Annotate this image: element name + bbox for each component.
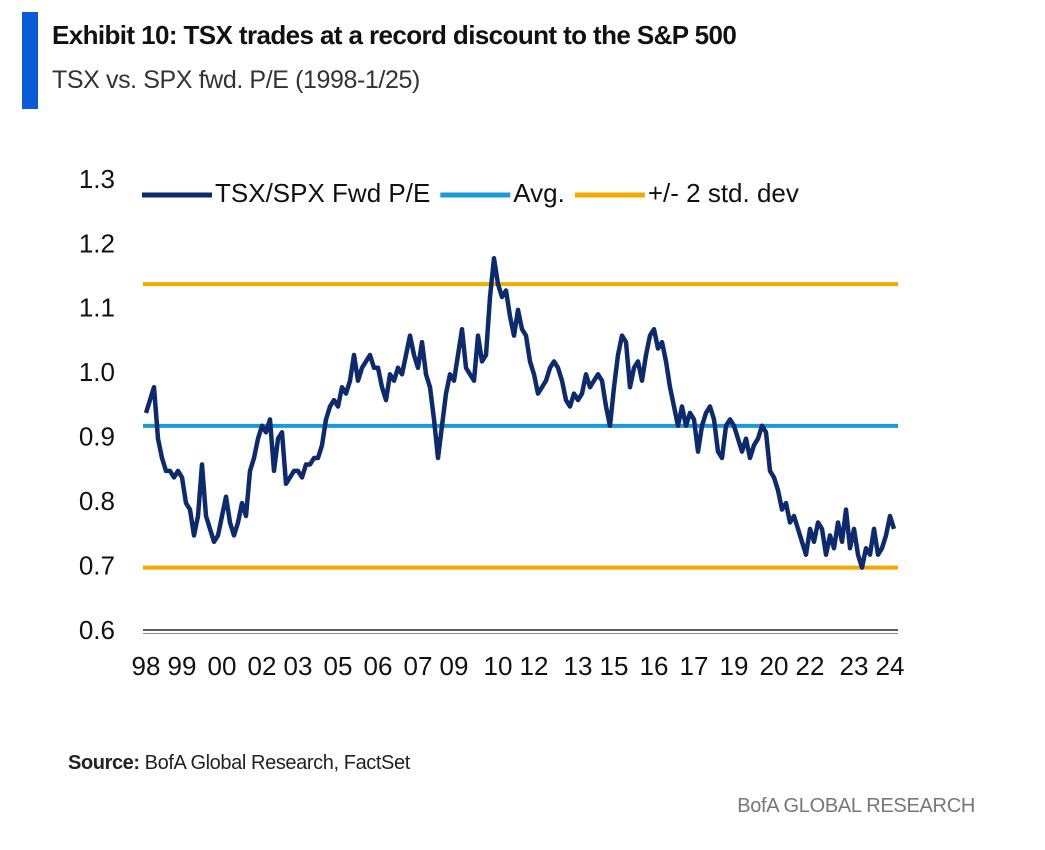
y-tick-label: 1.1	[79, 293, 115, 323]
x-tick-label: 00	[208, 651, 237, 681]
source-text: BofA Global Research, FactSet	[144, 752, 411, 774]
data-line	[143, 256, 897, 570]
x-tick-label: 22	[796, 651, 825, 681]
x-tick-label: 19	[720, 651, 749, 681]
x-tick-label: 07	[404, 651, 433, 681]
x-tick-label: 98	[132, 651, 161, 681]
x-tick-label: 24	[876, 651, 905, 681]
x-tick-label: 05	[324, 651, 353, 681]
source: Source: BofA Global Research, FactSet	[68, 752, 410, 775]
chart-subtitle: TSX vs. SPX fwd. P/E (1998-1/25)	[52, 66, 420, 94]
x-tick-label: 03	[284, 651, 313, 681]
x-tick-label: 12	[520, 651, 549, 681]
chart-title: Exhibit 10: TSX trades at a record disco…	[52, 20, 737, 50]
y-tick-label: 0.9	[79, 422, 115, 452]
x-tick-label: 17	[680, 651, 709, 681]
accent-bar	[22, 12, 38, 109]
y-tick-label: 0.6	[79, 615, 115, 645]
legend-label: TSX/SPX Fwd P/E	[215, 178, 430, 208]
footer: BofA GLOBAL RESEARCH	[737, 795, 975, 817]
y-tick-label: 1.3	[79, 164, 115, 194]
x-tick-label: 09	[440, 651, 469, 681]
x-tick-label: 02	[248, 651, 277, 681]
legend-label: Avg.	[513, 178, 565, 208]
x-tick-label: 99	[168, 651, 197, 681]
y-tick-label: 0.8	[79, 486, 115, 516]
source-label: Source:	[68, 752, 140, 774]
x-tick-label: 16	[640, 651, 669, 681]
y-tick-label: 1.2	[79, 228, 115, 258]
y-tick-label: 0.7	[79, 550, 115, 580]
y-tick-label: 1.0	[79, 357, 115, 387]
x-tick-label: 13	[564, 651, 593, 681]
x-tick-label: 20	[760, 651, 789, 681]
x-tick-label: 06	[364, 651, 393, 681]
legend-label: +/- 2 std. dev	[648, 178, 799, 208]
x-tick-label: 15	[600, 651, 629, 681]
x-tick-label: 23	[840, 651, 869, 681]
x-tick-label: 10	[484, 651, 513, 681]
